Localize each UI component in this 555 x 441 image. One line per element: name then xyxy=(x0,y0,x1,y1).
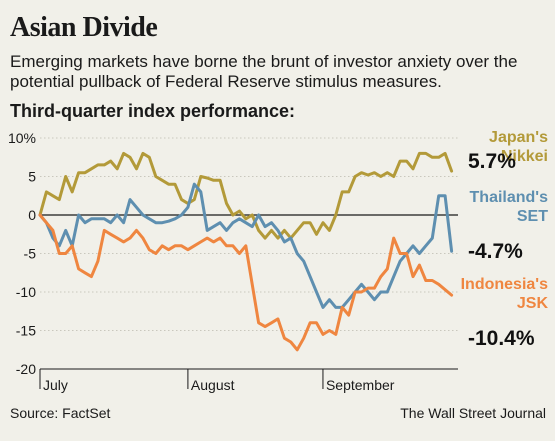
legend-value-set: -4.7% xyxy=(468,240,523,263)
series-line-nikkei xyxy=(38,151,454,240)
x-axis: July August September xyxy=(39,368,458,393)
chart-label: Third-quarter index performance: xyxy=(10,101,296,121)
legend-name-set: Thailand's SET xyxy=(470,189,549,225)
y-tick-label: -15 xyxy=(16,323,36,339)
x-month-label: July xyxy=(43,377,68,393)
legend-name-line: Japan's xyxy=(489,129,548,146)
legend-name-line: JSK xyxy=(517,295,549,312)
y-tick-label: -20 xyxy=(16,361,36,377)
y-tick-label: 10% xyxy=(8,130,36,146)
publisher-credit: The Wall Street Journal xyxy=(400,405,546,421)
source-note: Source: FactSet xyxy=(10,405,111,421)
y-tick-label: 5 xyxy=(28,169,36,185)
legend-value-jsk: -10.4% xyxy=(468,327,535,350)
legend-name-line: SET xyxy=(517,208,548,225)
series-line-jsk xyxy=(38,213,454,352)
legend-name-line: Nikkei xyxy=(501,148,548,165)
legend-name-jsk: Indonesia's JSK xyxy=(461,276,549,312)
y-tick-label: -5 xyxy=(24,246,37,262)
x-month-label: September xyxy=(326,377,395,393)
chart-title: Asian Divide xyxy=(10,12,158,43)
legend-value-nikkei: 5.7% xyxy=(468,150,516,173)
x-month-label: August xyxy=(191,377,235,393)
series-lines xyxy=(38,151,454,352)
y-tick-label: -10 xyxy=(16,284,36,300)
y-tick-label: 0 xyxy=(28,207,36,223)
chart-subtitle: Emerging markets have borne the brunt of… xyxy=(10,52,518,91)
y-axis-ticks: 10% 5 0 -5 -10 -15 -20 xyxy=(8,130,36,377)
legend-name-line: Thailand's xyxy=(470,189,549,206)
legend-name-nikkei: Japan's Nikkei xyxy=(489,129,548,165)
series-line-set xyxy=(38,182,454,309)
legend-name-line: Indonesia's xyxy=(461,276,548,293)
